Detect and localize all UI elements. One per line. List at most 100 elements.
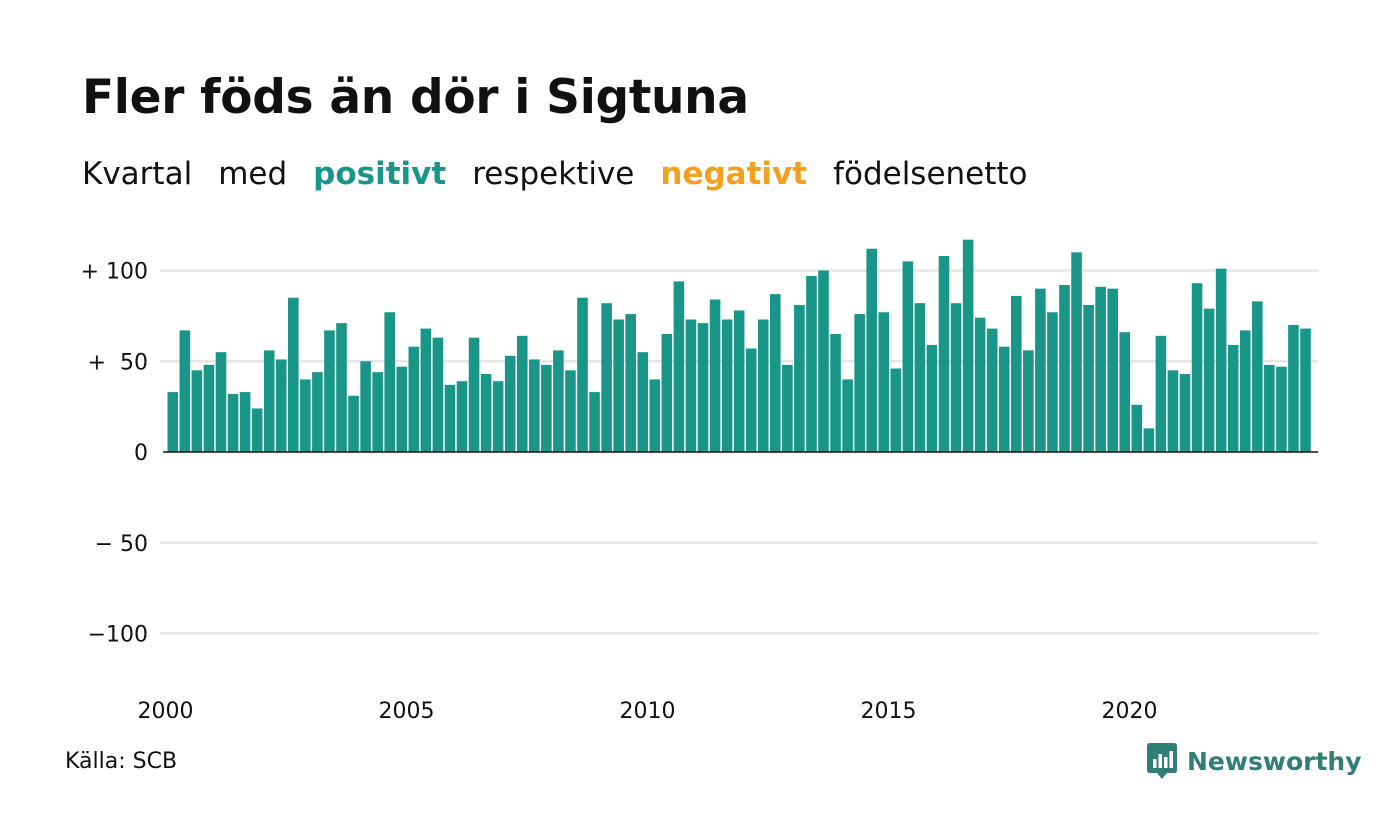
bar xyxy=(938,255,950,452)
bar xyxy=(239,392,251,452)
bar xyxy=(1179,373,1191,452)
brand-logo: Newsworthy xyxy=(1147,743,1362,779)
bar-chart: + 100 + 50 0 − 50 −100 2000 2005 2010 2015 2020 xyxy=(81,239,1318,724)
bar xyxy=(408,346,420,452)
subtitle-negative-label: negativt xyxy=(660,156,808,192)
bar xyxy=(251,408,263,452)
bar xyxy=(806,275,817,452)
bar xyxy=(685,319,697,452)
bar xyxy=(950,303,962,452)
chart-title: Fler föds än dör i Sigtuna xyxy=(82,70,749,125)
x-tick-label: 2020 xyxy=(1102,699,1158,724)
bar xyxy=(372,372,383,452)
bar xyxy=(1191,283,1203,452)
bar xyxy=(516,335,528,452)
y-tick-label: 0 xyxy=(134,441,148,466)
bar xyxy=(890,368,902,452)
bar xyxy=(1155,335,1167,452)
bar xyxy=(1288,324,1299,452)
bar xyxy=(1035,288,1046,452)
bar xyxy=(709,299,721,452)
bar xyxy=(1047,312,1058,452)
bar xyxy=(721,319,733,452)
bar xyxy=(842,379,853,452)
bar xyxy=(1011,295,1022,452)
bar xyxy=(191,370,203,452)
bar xyxy=(1239,330,1251,452)
bar xyxy=(203,364,215,452)
y-tick-label: − 50 xyxy=(95,532,148,557)
bar xyxy=(1023,350,1034,452)
bar xyxy=(432,337,444,452)
bar xyxy=(215,352,227,452)
x-tick-label: 2010 xyxy=(620,699,676,724)
bar xyxy=(1119,332,1131,452)
bar xyxy=(878,312,890,452)
bar xyxy=(312,372,323,452)
bar xyxy=(492,381,504,452)
bar xyxy=(227,393,239,452)
subtitle-word: med xyxy=(218,156,288,192)
brand-name: Newsworthy xyxy=(1187,746,1362,776)
bar xyxy=(1095,286,1106,452)
bar xyxy=(998,346,1010,452)
bar xyxy=(866,248,877,452)
bar xyxy=(263,350,275,452)
bar xyxy=(1167,370,1179,452)
bar xyxy=(962,239,974,452)
bar xyxy=(1203,308,1215,452)
bar xyxy=(456,381,468,452)
chart-subtitle: Kvartal med positivt respektive negativt föde… xyxy=(82,156,1054,192)
bar xyxy=(1083,304,1094,452)
bar xyxy=(733,310,745,452)
bar xyxy=(300,379,311,452)
bar xyxy=(1215,268,1227,452)
bar xyxy=(179,330,191,452)
bar xyxy=(1107,288,1118,452)
subtitle-word: respektive xyxy=(472,156,635,192)
bar xyxy=(601,303,612,452)
bar xyxy=(1276,366,1287,452)
bar xyxy=(794,304,805,452)
bar xyxy=(384,312,395,452)
bar xyxy=(661,334,673,452)
bar xyxy=(625,314,636,452)
x-tick-label: 2005 xyxy=(379,699,435,724)
newsworthy-logo-icon xyxy=(1147,743,1177,779)
subtitle-word: Kvartal xyxy=(82,156,193,192)
bar xyxy=(553,350,564,452)
bar xyxy=(1300,328,1311,452)
bar xyxy=(1227,344,1239,452)
bar xyxy=(360,361,371,452)
bar xyxy=(782,364,793,452)
bar xyxy=(1131,404,1143,452)
bar xyxy=(613,319,624,452)
bar xyxy=(818,270,829,452)
bar xyxy=(324,330,335,452)
y-tick-label: −100 xyxy=(88,623,148,648)
bar xyxy=(1071,252,1082,452)
bar xyxy=(757,319,769,452)
bar xyxy=(637,352,649,452)
bar xyxy=(745,348,757,452)
bar xyxy=(275,359,287,452)
bar xyxy=(167,392,179,452)
bar xyxy=(589,392,600,452)
bar xyxy=(673,281,685,452)
bar xyxy=(1264,364,1275,452)
bar xyxy=(914,303,926,452)
subtitle-positive-label: positivt xyxy=(313,156,447,192)
bar xyxy=(480,373,492,452)
y-tick-label: + 50 xyxy=(88,350,148,375)
bar xyxy=(1143,428,1155,452)
y-tick-label: + 100 xyxy=(81,260,148,285)
bar xyxy=(396,366,408,452)
bar xyxy=(902,261,914,452)
bar xyxy=(336,323,347,452)
x-tick-label: 2015 xyxy=(861,699,917,724)
bar xyxy=(770,294,781,452)
x-tick-label: 2000 xyxy=(138,699,194,724)
bar xyxy=(697,323,709,452)
source-label: Källa: SCB xyxy=(65,749,178,774)
bar xyxy=(854,314,865,452)
